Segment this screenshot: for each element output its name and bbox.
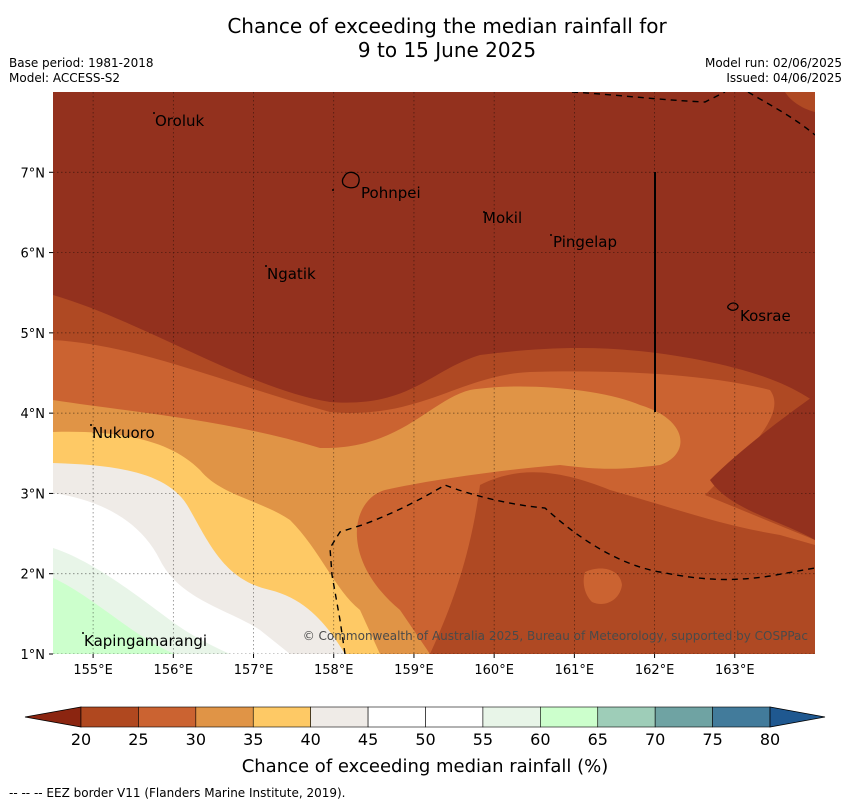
colorbar-title: Chance of exceeding median rainfall (%) (241, 756, 609, 777)
lat-tick-label: 1°N (21, 648, 46, 663)
place-label-kosrae: Kosrae (740, 307, 791, 325)
colorbar-tick-label: 20 (70, 730, 92, 749)
band-60-65 (53, 578, 175, 654)
colorbar-tick-label: 45 (357, 730, 379, 749)
colorbar (24, 706, 826, 728)
lon-tick-label: 158°E (314, 663, 354, 678)
colorbar-swatch (540, 706, 599, 728)
colorbar-swatch (654, 706, 713, 728)
colorbar-swatch (482, 706, 541, 728)
band-southeast-20-25 (430, 472, 815, 654)
place-label-nukuoro: Nukuoro (92, 424, 155, 442)
lat-tick-label: 4°N (21, 407, 46, 422)
kapingamarangi-dot (82, 632, 84, 634)
colorbar-swatch (138, 706, 197, 728)
colorbar-tick-label: 80 (759, 730, 781, 749)
colorbar-extend-low (24, 706, 82, 728)
lon-tick-label: 155°E (73, 663, 113, 678)
eez-footnote: -- -- -- EEZ border V11 (Flanders Marine… (9, 786, 346, 800)
lon-tick-label: 160°E (474, 663, 514, 678)
mokil-dot (483, 211, 485, 213)
lat-tick-label: 2°N (21, 568, 46, 583)
colorbar-tick-label: 35 (243, 730, 264, 749)
base-period-label: Base period: 1981-2018 (9, 56, 154, 70)
lon-tick-label: 163°E (715, 663, 755, 678)
oroluk-dot (153, 112, 155, 114)
colorbar-swatch (195, 706, 254, 728)
lat-tick-label: 6°N (21, 247, 46, 262)
lon-tick-label: 159°E (394, 663, 434, 678)
place-label-oroluk: Oroluk (155, 112, 204, 130)
colorbar-tick-label: 65 (587, 730, 608, 749)
issued-label: Issued: 04/06/2025 (726, 71, 842, 85)
lon-tick-label: 161°E (555, 663, 595, 678)
colorbar-tick-label: 55 (472, 730, 494, 749)
colorbar-tick-label: 70 (644, 730, 666, 749)
model-label: Model: ACCESS-S2 (9, 71, 121, 85)
gridlines (53, 92, 815, 654)
place-label-kapingamarangi: Kapingamarangi (84, 632, 207, 650)
lat-tick-label: 5°N (21, 327, 46, 342)
colorbar-tick-label: 25 (128, 730, 149, 749)
pingelap-dot (550, 234, 552, 236)
islet-dot (332, 189, 334, 191)
pohnpei-island-icon (341, 171, 360, 189)
colorbar-swatch (597, 706, 656, 728)
colorbar-tick-label: 50 (415, 730, 436, 749)
colorbar-tick-label: 30 (185, 730, 206, 749)
ngatik-dot (265, 265, 267, 267)
lon-tick-label: 157°E (234, 663, 274, 678)
lon-tick-label: 162°E (635, 663, 675, 678)
copyright-notice: © Commonwealth of Australia 2025, Bureau… (303, 629, 808, 643)
colorbar-swatch (80, 706, 139, 728)
kosrae-island-icon (727, 302, 739, 311)
colorbar-swatch (252, 706, 311, 728)
lat-tick-label: 3°N (21, 487, 46, 502)
colorbar-swatch (367, 706, 426, 728)
lon-tick-label: 156°E (154, 663, 194, 678)
colorbar-tick-label: 60 (530, 730, 551, 749)
map-title-line-2: 9 to 15 June 2025 (357, 38, 537, 62)
colorbar-swatch (310, 706, 369, 728)
colorbar-tick-label: 40 (300, 730, 321, 749)
lat-tick-label: 7°N (21, 166, 46, 181)
colorbar-swatch (712, 706, 771, 728)
colorbar-swatch (425, 706, 484, 728)
place-label-pohnpei: Pohnpei (361, 184, 421, 202)
colorbar-extend-high (769, 706, 826, 728)
band-northeast-20-25 (785, 92, 815, 112)
map-title-line-1: Chance of exceeding the median rainfall … (227, 14, 667, 38)
place-label-ngatik: Ngatik (267, 265, 316, 283)
colorbar-tick-label: 75 (702, 730, 723, 749)
model-run-label: Model run: 02/06/2025 (704, 56, 842, 70)
nukuoro-dot (90, 424, 92, 426)
place-label-pingelap: Pingelap (553, 233, 617, 251)
eez-border (329, 484, 815, 654)
place-label-mokil: Mokil (483, 209, 522, 227)
band-patch-25-30 (583, 568, 622, 605)
band-east-below-20 (710, 395, 815, 540)
